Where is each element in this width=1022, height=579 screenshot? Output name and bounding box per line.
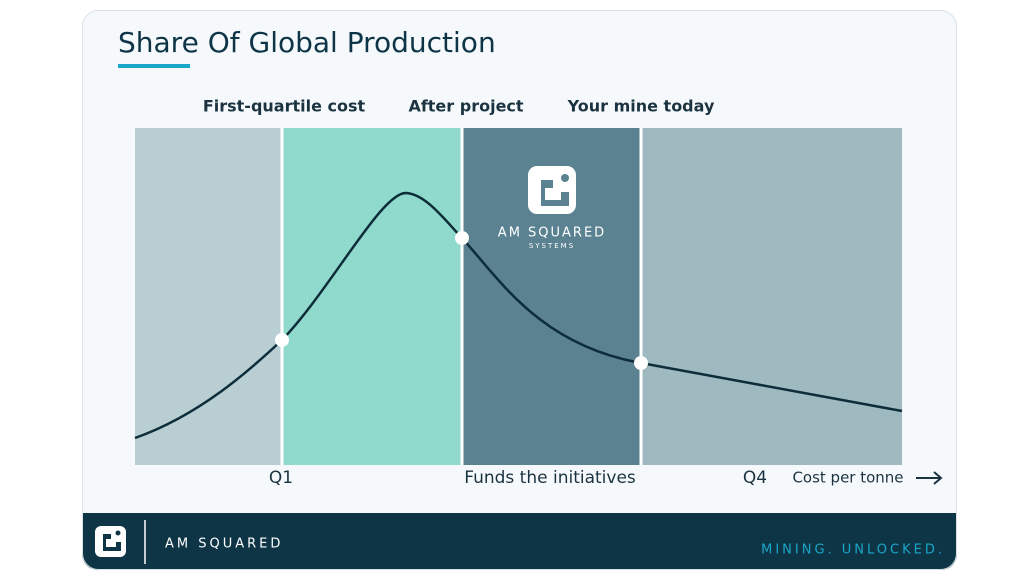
footer: AM SQUARED MINING. UNLOCKED. [95,520,945,564]
bottom-label: Q4 [743,468,767,488]
curve-point [634,356,648,370]
cost-curve [134,191,903,440]
card-border [82,10,957,570]
axis-arrow [916,471,943,485]
bottom-label: Funds the initiatives [464,468,636,488]
bands [135,128,902,465]
band-first-quartile [282,128,462,465]
logo-icon-mark [541,180,569,206]
title-underline [118,64,190,68]
footer-brand: AM SQUARED [165,537,283,552]
footer-bar [82,513,957,570]
band-q1 [135,128,282,465]
footer-icon [95,526,126,557]
footer-icon-dot [115,530,121,536]
curve-point [455,231,469,245]
logo-icon [528,166,576,214]
band-q4 [641,128,902,465]
curve-point [275,333,289,347]
top-label: Your mine today [567,97,715,116]
axis-label: Cost per tonne [792,469,903,487]
bottom-label: Q1 [269,468,293,488]
logo-subtitle: SYSTEMS [529,242,575,250]
title: Share Of Global Production [118,26,496,59]
logo-icon-dot [561,174,569,182]
logo: AM SQUARED SYSTEMS [498,166,606,250]
logo-name: AM SQUARED [498,226,606,241]
footer-icon-mark [103,534,121,551]
footer-tagline: MINING. UNLOCKED. [761,543,945,558]
top-label: First-quartile cost [203,97,366,116]
top-label: After project [408,97,523,116]
